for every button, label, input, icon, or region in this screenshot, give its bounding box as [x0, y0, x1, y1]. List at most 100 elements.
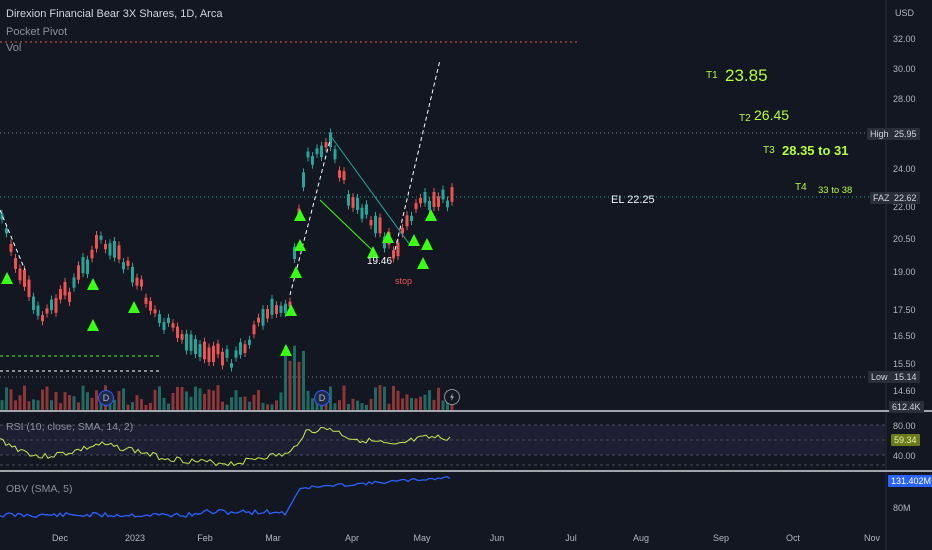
candle-body [252, 324, 256, 335]
candle-body [401, 227, 404, 234]
candle-body [365, 204, 368, 215]
candle-body [198, 344, 202, 358]
candle-body [180, 334, 184, 340]
volume-bar [180, 387, 184, 410]
volume-bar [140, 399, 143, 410]
volume-bar [194, 386, 197, 410]
low-label-badge: Low [868, 371, 891, 383]
candle-body [72, 277, 76, 288]
obv-label[interactable]: OBV (SMA, 5) [6, 483, 73, 495]
candle-body [36, 305, 40, 316]
candle-body [68, 291, 71, 302]
volume-bar [14, 400, 17, 410]
candle-body [275, 305, 278, 314]
time-axis-tick: Mar [265, 533, 281, 543]
dividend-marker[interactable]: D [98, 390, 114, 406]
pocket-pivot-triangle [290, 266, 302, 278]
volume-bar [284, 346, 287, 410]
volume-bar [149, 402, 152, 410]
projection-line [289, 139, 331, 296]
candle-body [212, 345, 215, 363]
price-axis-tick: 16.50 [893, 331, 916, 341]
candle-body [95, 235, 98, 249]
t2-label: T2 [739, 113, 751, 124]
volume-bar [216, 385, 220, 410]
candle-body [342, 171, 346, 181]
t3-label: T3 [763, 145, 775, 156]
volume-label[interactable]: Vol [6, 42, 22, 54]
volume-bar [387, 403, 391, 410]
candle-body [99, 235, 103, 240]
volume-bar [342, 385, 346, 410]
symbol-title[interactable]: Direxion Financial Bear 3X Shares, 1D, A… [6, 8, 223, 20]
volume-bar [414, 398, 418, 410]
split-event-icon[interactable] [444, 389, 460, 405]
volume-bar [9, 389, 13, 410]
volume-bar [0, 400, 4, 410]
pocket-pivot-triangle [408, 234, 420, 246]
volume-bar [428, 390, 431, 410]
volume-bar [23, 385, 26, 410]
candle-body [18, 268, 22, 281]
candle-body [135, 277, 139, 286]
candle-body [293, 246, 296, 259]
candle-body [320, 145, 323, 158]
candle-body [23, 269, 26, 287]
price-axis-tick: 30.00 [893, 64, 916, 74]
candle-body [347, 194, 350, 206]
candle-body [419, 197, 422, 204]
candle-body [63, 281, 67, 296]
currency-label: USD [895, 8, 915, 18]
time-axis-tick: Feb [197, 533, 213, 543]
candle-body [248, 339, 251, 345]
t4-label: T4 [795, 182, 807, 193]
candle-body [108, 243, 112, 256]
volume-bar [239, 397, 242, 410]
candle-body [446, 200, 449, 208]
volume-bar [225, 404, 229, 410]
volume-bar [131, 402, 134, 410]
volume-bar [144, 404, 148, 410]
candle-body [405, 215, 409, 227]
rsi-value-badge: 59.34 [891, 434, 920, 446]
volume-bar [77, 402, 80, 410]
candle-body [351, 197, 355, 208]
time-axis-tick: Dec [51, 533, 69, 543]
volume-bar [203, 393, 206, 410]
candle-body [239, 342, 242, 355]
rsi-line [0, 426, 451, 467]
candle-body [432, 192, 436, 207]
entry-level: EL 22.25 [611, 194, 655, 206]
volume-bar [360, 403, 364, 410]
volume-bar [297, 361, 301, 410]
volume-bar [252, 394, 256, 410]
rsi-label[interactable]: RSI (10, close, SMA, 14, 2) [6, 421, 134, 433]
volume-bar [288, 360, 292, 410]
candle-body [261, 309, 265, 326]
obv-level: 80M [893, 503, 911, 513]
volume-bar [338, 400, 341, 410]
volume-bar [410, 397, 413, 410]
candle-body [270, 298, 274, 315]
volume-bar [432, 399, 436, 410]
obv-value-badge: 131.402M [888, 475, 932, 487]
candle-body [5, 228, 8, 234]
candle-body [113, 240, 116, 258]
pocket-pivot-triangle [294, 239, 306, 251]
time-axis-tick: Jul [565, 533, 577, 543]
volume-bar [185, 391, 188, 410]
pocket-pivot-triangle [294, 209, 306, 221]
ticker-label-badge: FAZ [870, 192, 893, 204]
candle-body [171, 323, 175, 328]
volume-bar [167, 403, 170, 410]
candle-body [207, 347, 211, 362]
candle-body [104, 244, 107, 250]
pocket-pivot-label[interactable]: Pocket Pivot [6, 26, 68, 38]
candle-body [126, 260, 130, 266]
volume-bar [135, 395, 139, 410]
time-axis-tick: Nov [863, 533, 881, 543]
candle-body [333, 149, 337, 160]
dividend-marker[interactable]: D [314, 390, 330, 406]
candle-body [392, 250, 395, 259]
